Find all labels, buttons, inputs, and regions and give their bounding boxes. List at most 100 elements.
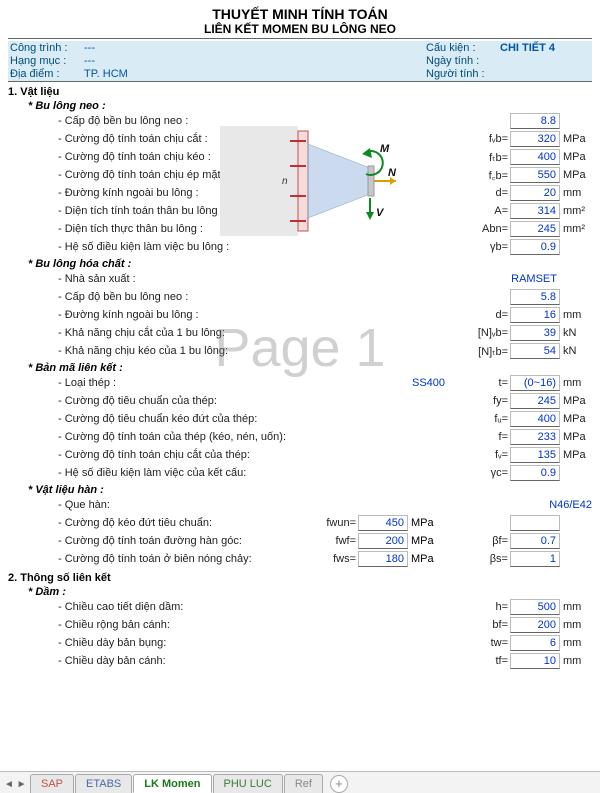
param-unit: MPa: [408, 535, 442, 547]
param-value[interactable]: 450: [358, 515, 408, 531]
param-symbol: βs=: [472, 553, 510, 565]
info-value: [500, 55, 590, 67]
param-value[interactable]: (0~16): [510, 375, 560, 391]
param-value[interactable]: 245: [510, 393, 560, 409]
param-symbol: h=: [472, 601, 510, 613]
sub-heading: * Bu lông neo :: [28, 100, 592, 112]
project-info-grid: Công trình : --- Cấu kiện : CHI TIẾT 4 H…: [8, 41, 592, 82]
param-row: - Chiều rộng bản cánh:bf=200mm: [58, 616, 592, 634]
sheet-tab[interactable]: LK Momen: [133, 774, 211, 793]
param-label: - Nhà sản xuất :: [58, 273, 462, 285]
param-value[interactable]: 39: [510, 325, 560, 341]
param-value[interactable]: 8.8: [510, 113, 560, 129]
param-value[interactable]: 5.8: [510, 289, 560, 305]
param-row: - Hệ số điều kiện làm việc bu lông :γb=0…: [58, 238, 592, 256]
param-unit: MPa: [560, 413, 592, 425]
param-symbol: f꜀b=: [472, 168, 510, 183]
param-unit: mm²: [560, 223, 592, 235]
param-label: - Cường độ tiêu chuẩn của thép:: [58, 395, 472, 407]
add-sheet-button[interactable]: +: [330, 775, 348, 793]
param-value[interactable]: 314: [510, 203, 560, 219]
param-symbol: bf=: [472, 619, 510, 631]
param-value[interactable]: 320: [510, 131, 560, 147]
param-value[interactable]: 0.9: [510, 239, 560, 255]
param-symbol: d=: [472, 309, 510, 321]
param-row: - Cấp độ bền bu lông neo :5.8: [58, 288, 592, 306]
param-value[interactable]: 10: [510, 653, 560, 669]
param-value[interactable]: 20: [510, 185, 560, 201]
param-unit: mm²: [560, 205, 592, 217]
param-value[interactable]: 233: [510, 429, 560, 445]
param-value[interactable]: 135: [510, 447, 560, 463]
param-label: - Đường kính ngoài bu lông :: [58, 309, 472, 321]
info-value: CHI TIẾT 4: [500, 42, 590, 54]
page-title-1: THUYẾT MINH TÍNH TOÁN: [8, 6, 592, 22]
param-row: - Hệ số điều kiện làm việc của kết cấu:γ…: [58, 464, 592, 482]
param-label: - Cường độ tính toán chịu cắt của thép:: [58, 449, 472, 461]
param-row: - Cường độ tính toán chịu cắt của thép:f…: [58, 446, 592, 464]
param-unit: kN: [560, 345, 592, 357]
param-symbol: f=: [472, 431, 510, 443]
param-row: - Chiều cao tiết diện dầm:h=500mm: [58, 598, 592, 616]
param-symbol: fwf=: [316, 535, 358, 547]
param-value[interactable]: 200: [510, 617, 560, 633]
param-value[interactable]: 1: [510, 551, 560, 567]
info-label: Địa điểm :: [10, 68, 80, 80]
param-row: - Que hàn:N46/E42: [58, 496, 592, 514]
param-row: - Cường độ tiêu chuẩn kéo đứt của thép:f…: [58, 410, 592, 428]
sheet-tab[interactable]: SAP: [30, 774, 74, 793]
param-value[interactable]: 0.7: [510, 533, 560, 549]
info-value: [500, 68, 590, 80]
param-unit: mm: [560, 377, 592, 389]
param-value[interactable]: 550: [510, 167, 560, 183]
param-value[interactable]: 500: [510, 599, 560, 615]
param-row: - Loại thép :SS400t=(0~16)mm: [58, 374, 592, 392]
page-title-2: LIÊN KẾT MOMEN BU LÔNG NEO: [8, 22, 592, 36]
param-value[interactable]: 16: [510, 307, 560, 323]
sheet-tab[interactable]: Ref: [284, 774, 323, 793]
info-label: Ngày tính :: [426, 55, 496, 67]
param-value[interactable]: 400: [510, 411, 560, 427]
param-unit: mm: [560, 637, 592, 649]
param-value[interactable]: 6: [510, 635, 560, 651]
rows-bolt-chem: - Nhà sản xuất :RAMSET- Cấp độ bền bu lô…: [58, 270, 592, 360]
info-label: Hạng mục :: [10, 55, 80, 67]
param-label: - Loại thép :: [58, 377, 412, 389]
param-row: - Cường độ tính toán của thép (kéo, nén,…: [58, 428, 592, 446]
param-label: - Hệ số điều kiện làm việc của kết cấu:: [58, 467, 472, 479]
connection-diagram: n M N V: [220, 126, 400, 236]
sub-heading: * Bản mã liên kết :: [28, 362, 592, 374]
param-value[interactable]: 54: [510, 343, 560, 359]
info-value: ---: [84, 42, 422, 54]
param-symbol: fᵥ=: [472, 449, 510, 461]
param-label: - Cường độ kéo đứt tiêu chuẩn:: [58, 517, 316, 529]
tab-nav-arrows[interactable]: ◄ ►: [4, 779, 27, 790]
param-label: - Chiều cao tiết diện dầm:: [58, 601, 472, 613]
param-value[interactable]: 400: [510, 149, 560, 165]
sheet-tab[interactable]: ETABS: [75, 774, 132, 793]
param-row: - Chiều dày bản cánh:tf=10mm: [58, 652, 592, 670]
svg-text:V: V: [376, 207, 385, 219]
param-row: - Chiều dày bản bụng:tw=6mm: [58, 634, 592, 652]
svg-text:M: M: [380, 143, 390, 155]
param-symbol: d=: [472, 187, 510, 199]
param-value[interactable]: 180: [358, 551, 408, 567]
param-unit: MPa: [408, 553, 442, 565]
param-label: - Chiều dày bản bụng:: [58, 637, 472, 649]
sheet-tab[interactable]: PHU LUC: [213, 774, 283, 793]
param-value[interactable]: 200: [358, 533, 408, 549]
param-symbol: βf=: [472, 535, 510, 547]
param-label: - Chiều rộng bản cánh:: [58, 619, 472, 631]
info-label: Cấu kiện :: [426, 42, 496, 54]
svg-text:N: N: [388, 167, 397, 179]
param-value[interactable]: 245: [510, 221, 560, 237]
param-symbol: fws=: [316, 553, 358, 565]
svg-text:n: n: [282, 176, 288, 187]
param-value[interactable]: 0.9: [510, 465, 560, 481]
param-unit: MPa: [560, 431, 592, 443]
sheet-tabs: ◄ ► SAPETABSLK MomenPHU LUCRef +: [0, 771, 600, 793]
param-value: N46/E42: [510, 499, 592, 511]
param-unit: mm: [560, 309, 592, 321]
param-symbol: fᵥb=: [472, 133, 510, 145]
param-value[interactable]: [510, 515, 560, 531]
